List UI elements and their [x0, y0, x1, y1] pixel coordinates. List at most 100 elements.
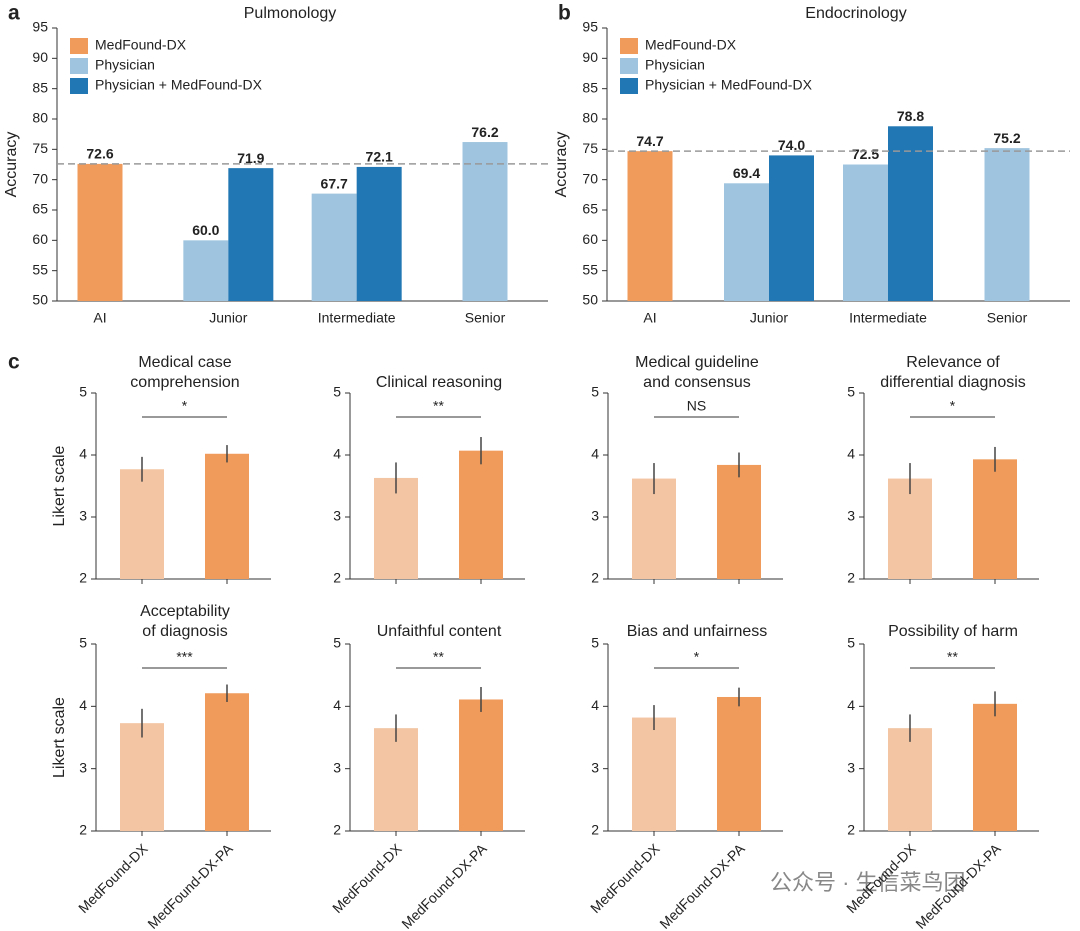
y-tick-label: 90 — [582, 49, 598, 65]
x-tick-label: MedFound-DX-PA — [398, 840, 490, 931]
y-tick-label: 3 — [591, 508, 599, 524]
significance-label: ** — [947, 649, 958, 665]
chart-title: Pulmonology — [244, 5, 337, 22]
y-tick-label: 4 — [847, 446, 855, 462]
value-label: 72.5 — [852, 146, 879, 162]
y-tick-label: 5 — [591, 384, 599, 400]
chart-title: comprehension — [130, 374, 239, 391]
y-tick-label: 5 — [591, 635, 599, 651]
chart-title: Bias and unfairness — [627, 623, 768, 640]
legend-swatch — [620, 58, 638, 74]
y-tick-label: 2 — [79, 822, 87, 838]
chart-title: Endocrinology — [805, 5, 906, 22]
x-tick-label: Senior — [465, 310, 506, 326]
value-label: 67.7 — [321, 175, 348, 191]
value-label: 60.0 — [192, 222, 219, 238]
chart-title: Clinical reasoning — [376, 374, 502, 391]
legend-swatch — [70, 38, 88, 54]
y-tick-label: 4 — [847, 697, 855, 713]
legend-label: Physician — [645, 57, 705, 73]
legend-label: Physician — [95, 57, 155, 73]
legend-label: MedFound-DX — [645, 37, 737, 53]
y-tick-label: 5 — [847, 635, 855, 651]
y-tick-label: 85 — [32, 79, 48, 95]
value-label: 71.9 — [237, 150, 264, 166]
bar — [183, 240, 229, 301]
value-label: 75.2 — [993, 130, 1020, 146]
y-tick-label: 5 — [333, 384, 341, 400]
bar — [717, 696, 761, 831]
y-tick-label: 3 — [333, 508, 341, 524]
bar — [769, 155, 814, 301]
y-tick-label: 4 — [79, 697, 87, 713]
bar — [459, 450, 503, 579]
value-label: 78.8 — [897, 108, 924, 124]
y-tick-label: 50 — [582, 292, 598, 308]
y-tick-label: 2 — [847, 570, 855, 586]
y-tick-label: 4 — [591, 697, 599, 713]
x-tick-label: AI — [93, 310, 106, 326]
bar — [627, 151, 673, 301]
bar — [459, 699, 503, 831]
x-tick-label: MedFound-DX-PA — [144, 840, 236, 931]
y-tick-label: 2 — [847, 822, 855, 838]
bar — [888, 126, 933, 301]
panel-label: a — [8, 2, 20, 25]
y-tick-label: 4 — [591, 446, 599, 462]
chart-title: of diagnosis — [142, 623, 227, 640]
y-tick-label: 85 — [582, 79, 598, 95]
y-tick-label: 95 — [32, 19, 48, 35]
value-label: 69.4 — [733, 165, 760, 181]
x-tick-label: Senior — [987, 310, 1028, 326]
x-tick-label: Intermediate — [849, 310, 927, 326]
y-tick-label: 2 — [333, 570, 341, 586]
value-label: 72.6 — [86, 146, 113, 162]
chart-title: differential diagnosis — [880, 374, 1026, 391]
watermark: 公众号 · 生信菜鸟团 — [770, 870, 966, 895]
x-tick-label: MedFound-DX — [75, 840, 151, 916]
y-tick-label: 80 — [32, 110, 48, 126]
chart-title: Acceptability — [140, 603, 230, 620]
chart-title: Relevance of — [906, 354, 1000, 371]
x-tick-label: Junior — [209, 310, 247, 326]
bar — [228, 168, 274, 301]
y-tick-label: 80 — [582, 110, 598, 126]
y-axis-label: Accuracy — [553, 132, 570, 198]
legend-swatch — [70, 78, 88, 94]
bar — [374, 477, 418, 579]
bar — [120, 723, 164, 831]
y-tick-label: 5 — [333, 635, 341, 651]
y-tick-label: 4 — [333, 697, 341, 713]
y-tick-label: 60 — [32, 231, 48, 247]
chart-title: Unfaithful content — [377, 623, 502, 640]
x-tick-label: Intermediate — [318, 310, 396, 326]
y-tick-label: 3 — [79, 508, 87, 524]
bar — [632, 478, 676, 579]
y-tick-label: 2 — [333, 822, 341, 838]
bar — [973, 703, 1017, 831]
significance-label: *** — [176, 649, 193, 665]
x-tick-label: AI — [643, 310, 656, 326]
y-tick-label: 3 — [79, 759, 87, 775]
legend-swatch — [620, 78, 638, 94]
y-tick-label: 4 — [79, 446, 87, 462]
bar — [462, 142, 508, 301]
significance-label: ** — [433, 649, 444, 665]
y-tick-label: 5 — [847, 384, 855, 400]
value-label: 76.2 — [471, 124, 498, 140]
y-tick-label: 5 — [79, 384, 87, 400]
bar — [311, 193, 357, 301]
bar — [120, 469, 164, 579]
y-tick-label: 2 — [591, 570, 599, 586]
x-tick-label: MedFound-DX-PA — [656, 840, 748, 931]
bar — [724, 183, 769, 301]
legend-label: Physician + MedFound-DX — [645, 77, 813, 93]
significance-label: * — [694, 649, 700, 665]
y-tick-label: 95 — [582, 19, 598, 35]
bar — [843, 164, 888, 301]
y-tick-label: 50 — [32, 292, 48, 308]
y-tick-label: 3 — [847, 508, 855, 524]
legend-swatch — [70, 58, 88, 74]
significance-label: * — [950, 398, 956, 414]
